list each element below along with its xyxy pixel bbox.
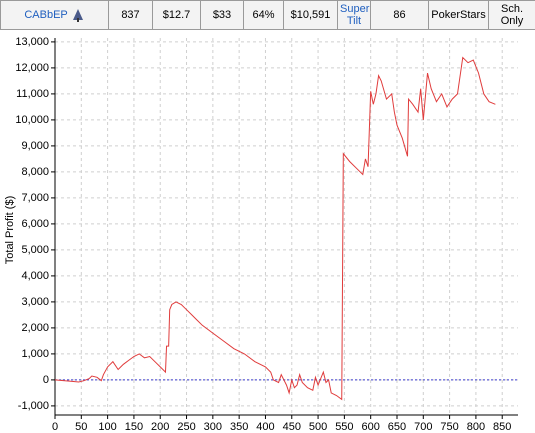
x-tick-label: 400 bbox=[256, 421, 274, 433]
x-tick-label: 250 bbox=[177, 421, 195, 433]
x-tick-label: 300 bbox=[204, 421, 222, 433]
y-tick-label: 6,000 bbox=[21, 218, 49, 230]
y-tick-label: 5,000 bbox=[21, 244, 49, 256]
chart: Total Profit ($) -1,00001,0002,0003,0004… bbox=[4, 36, 518, 433]
y-tick-label: 8,000 bbox=[21, 166, 49, 178]
cell: $33 bbox=[200, 0, 244, 30]
cell: 86 bbox=[370, 0, 429, 30]
y-tick-label: 12,000 bbox=[15, 62, 49, 74]
x-tick-label: 50 bbox=[75, 421, 87, 433]
y-tick-label: 3,000 bbox=[21, 296, 49, 308]
y-tick-label: 10,000 bbox=[15, 114, 49, 126]
x-tick-label: 600 bbox=[362, 421, 380, 433]
y-tick-label: -1,000 bbox=[18, 400, 49, 412]
x-tick-label: 800 bbox=[467, 421, 485, 433]
y-tick-label: 2,000 bbox=[21, 322, 49, 334]
plot-area bbox=[55, 38, 518, 415]
x-tick-label: 700 bbox=[414, 421, 432, 433]
x-tick-label: 850 bbox=[493, 421, 511, 433]
player-cell[interactable]: CABbEP bbox=[0, 0, 109, 30]
cell: 64% bbox=[243, 0, 284, 30]
y-tick-label: 7,000 bbox=[21, 192, 49, 204]
y-axis-label: Total Profit ($) bbox=[4, 196, 16, 264]
cell: PokerStars bbox=[428, 0, 489, 30]
y-tick-label: 4,000 bbox=[21, 270, 49, 282]
cell[interactable]: Super Tilt bbox=[337, 0, 371, 30]
y-tick-label: 9,000 bbox=[21, 140, 49, 152]
x-tick-label: 500 bbox=[309, 421, 327, 433]
icon bbox=[72, 9, 83, 22]
cell: $12.7 bbox=[152, 0, 201, 30]
x-tick-label: 200 bbox=[151, 421, 169, 433]
cell: $10,591 bbox=[283, 0, 338, 30]
row: CABbEP 837 $12.7 $33 64% $10,591 Super T… bbox=[0, 0, 535, 30]
player-name[interactable]: CABbEP bbox=[24, 8, 68, 21]
y-tick-label: 0 bbox=[43, 374, 49, 386]
x-tick-label: 750 bbox=[440, 421, 458, 433]
x-tick-label: 450 bbox=[283, 421, 301, 433]
x-tick-label: 0 bbox=[52, 421, 58, 433]
cell: Sch. Only bbox=[488, 0, 535, 30]
y-tick-label: 11,000 bbox=[16, 88, 49, 100]
cell: 837 bbox=[108, 0, 153, 30]
x-tick-label: 100 bbox=[98, 421, 116, 433]
stats-row: CABbEP 837 $12.7 $33 64% $10,591 Super T… bbox=[0, 0, 535, 30]
y-tick-label: 1,000 bbox=[21, 348, 49, 360]
x-tick-label: 650 bbox=[388, 421, 406, 433]
y-tick-label: 13,000 bbox=[15, 36, 49, 48]
x-tick-label: 550 bbox=[335, 421, 353, 433]
profit-line bbox=[54, 56, 496, 401]
x-tick-label: 150 bbox=[125, 421, 143, 433]
x-tick-label: 350 bbox=[230, 421, 248, 433]
